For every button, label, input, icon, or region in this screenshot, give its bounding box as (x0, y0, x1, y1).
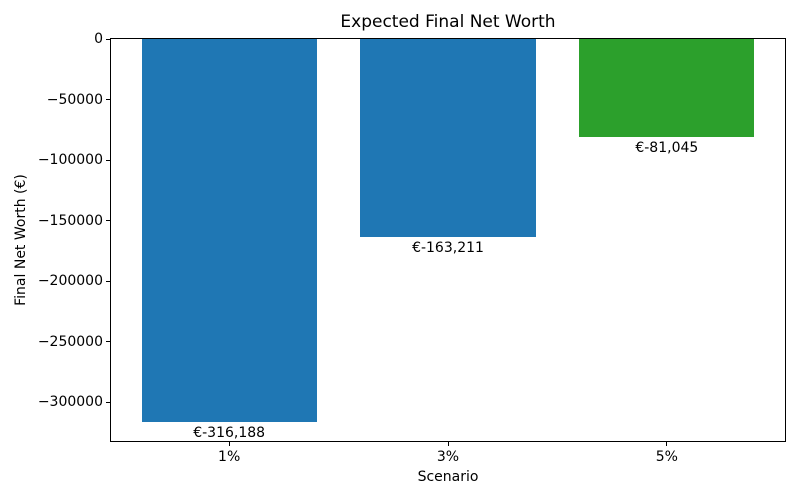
y-tick-label: −300000 (37, 394, 103, 411)
y-tick-mark (106, 220, 110, 222)
y-axis-label: Final Net Worth (€) (13, 174, 29, 306)
bar (360, 39, 536, 237)
y-tick-label: −200000 (37, 273, 103, 290)
x-tick-label: 5% (655, 449, 678, 465)
bar (579, 39, 755, 138)
y-tick-label: −50000 (46, 91, 103, 108)
y-tick-mark (106, 401, 110, 403)
x-tick-mark (666, 442, 668, 446)
y-tick-label: 0 (94, 31, 103, 47)
bar-value-label: €-316,188 (193, 424, 266, 441)
bar-value-label: €-81,045 (635, 140, 699, 157)
chart-title: Expected Final Net Worth (340, 12, 556, 32)
y-tick-mark (106, 341, 110, 343)
y-tick-mark (106, 99, 110, 101)
y-tick-mark (106, 280, 110, 282)
y-tick-label: −250000 (37, 333, 103, 350)
y-tick-mark (106, 38, 110, 40)
y-tick-label: −100000 (37, 152, 103, 169)
plot-area: 0 −50000 −100000 −150000 −200000 −250000 −3000… (38, 31, 786, 465)
x-tick-mark (228, 442, 230, 446)
x-tick-label: 1% (218, 449, 241, 465)
x-tick-label: 3% (436, 449, 460, 465)
bar (141, 39, 317, 422)
y-tick-label: −150000 (37, 212, 103, 229)
y-tick-mark (106, 159, 110, 161)
x-tick-mark (447, 442, 449, 446)
bar-value-label: €-163,211 (412, 239, 484, 256)
x-axis-label: Scenario (417, 469, 479, 485)
